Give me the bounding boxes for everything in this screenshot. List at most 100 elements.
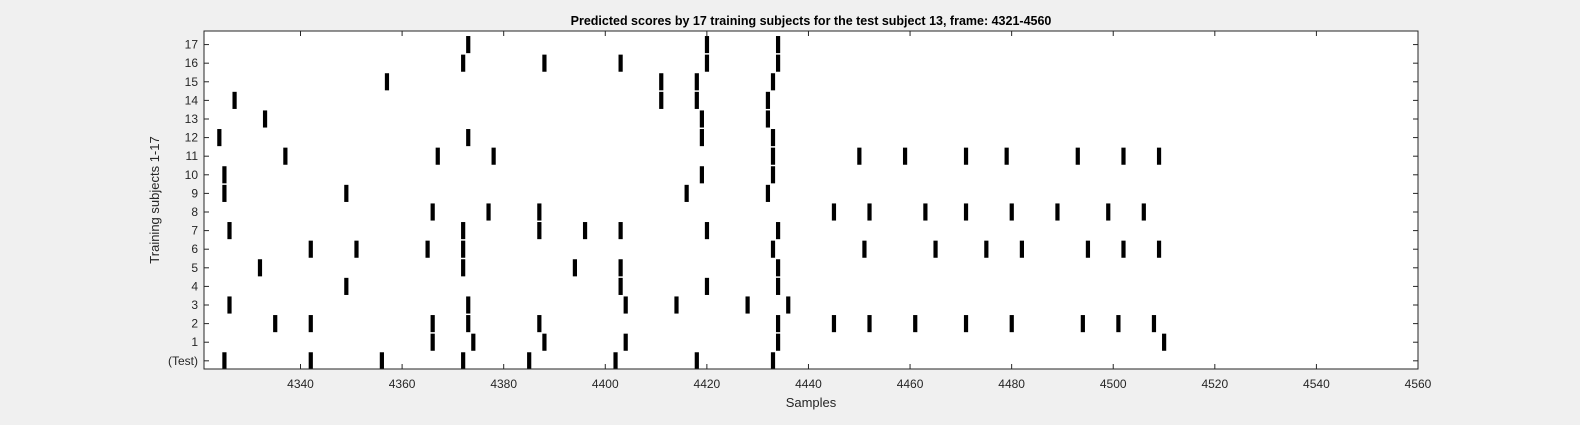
y-tick-label: 3 [191,298,198,312]
spike-mark [831,203,837,221]
spike-mark [775,315,781,333]
spike-mark [461,222,466,240]
spike-mark [618,222,623,240]
spike-mark [1106,203,1111,221]
spike-mark [1156,240,1162,258]
spike-mark [857,147,862,165]
spike-mark [461,259,466,277]
y-tick-label: 5 [191,261,198,275]
spike-mark [618,54,623,72]
spike-mark [527,352,532,370]
spike-mark [684,184,689,202]
spike-mark [963,147,969,165]
y-tick-label: 10 [185,168,199,182]
y-tick-label: 1 [191,335,198,349]
spike-mark [694,91,699,109]
spike-mark [659,73,664,91]
spike-mark [933,240,938,258]
x-axis-label: Samples [786,395,837,410]
spike-mark [222,166,227,184]
spike-mark [618,277,623,295]
spike-mark [770,166,776,184]
y-tick-label: 15 [185,75,199,89]
y-tick-label: 8 [191,205,198,219]
y-tick-label: 9 [191,186,198,200]
spike-mark [466,36,471,54]
spike-mark [1121,147,1126,165]
spike-mark [1151,315,1157,333]
y-tick-label: 12 [185,131,199,145]
spike-mark [542,54,547,72]
spike-mark [1075,147,1080,165]
spike-mark [963,203,969,221]
y-tick-label: 14 [185,93,199,107]
spike-mark [471,333,476,351]
spike-mark [770,352,776,370]
spike-mark [461,54,466,72]
spike-mark [283,147,288,165]
spike-mark [699,129,704,147]
spike-mark [430,203,435,221]
y-tick-label: 2 [191,317,198,331]
spike-mark [466,296,471,314]
spike-mark [1116,315,1121,333]
plot-area [204,31,1418,369]
spike-mark [486,203,491,221]
spike-mark [542,333,547,351]
spike-mark [699,166,704,184]
x-tick-label: 4340 [287,377,314,391]
y-tick-label: 17 [185,38,199,52]
spike-mark [704,222,710,240]
spike-mark [273,315,278,333]
spike-mark [537,315,542,333]
spike-mark [1156,147,1162,165]
spike-mark [613,352,618,370]
spike-mark [461,352,466,370]
x-tick-label: 4440 [795,377,822,391]
y-tick-label: 4 [191,279,198,293]
spike-mark [1162,333,1167,351]
spike-mark [623,333,628,351]
spike-mark [765,91,771,109]
spike-mark [232,91,237,109]
x-tick-label: 4460 [897,377,924,391]
x-tick-label: 4480 [998,377,1025,391]
x-tick-label: 4520 [1201,377,1228,391]
spike-mark [222,352,227,370]
x-tick-label: 4360 [389,377,416,391]
spike-mark [963,315,969,333]
spike-mark [1121,240,1126,258]
spike-mark [862,240,867,258]
spike-mark [775,333,781,351]
spike-mark [770,240,776,258]
x-axis-ticks: 4340 4360 4380 4400 4420 4440 4460 4480 4500 4520… [287,31,1432,391]
spike-mark [1080,315,1085,333]
chart-title: Predicted scores by 17 training subjects… [571,14,1052,28]
spike-mark [704,54,710,72]
spike-mark [1009,315,1014,333]
spike-mark [222,184,227,202]
spike-mark [379,352,384,370]
spike-mark [354,240,359,258]
spike-mark [659,91,664,109]
spike-mark [699,110,704,128]
spike-mark [765,184,771,202]
spike-mark [775,259,781,277]
spike-mark [572,259,578,277]
y-tick-label: 16 [185,56,199,70]
spike-mark [491,147,496,165]
y-tick-label: 11 [186,149,199,163]
spike-marks-layer [217,36,1167,370]
spike-mark [1085,240,1091,258]
spike-mark [775,222,781,240]
x-tick-label: 4560 [1405,377,1432,391]
spike-mark [775,277,781,295]
x-tick-label: 4540 [1303,377,1330,391]
spike-mark [217,129,222,147]
spike-mark [537,203,542,221]
spike-mark [704,36,710,54]
spike-mark [867,315,872,333]
spike-mark [582,222,588,240]
y-tick-label: 7 [191,224,198,238]
